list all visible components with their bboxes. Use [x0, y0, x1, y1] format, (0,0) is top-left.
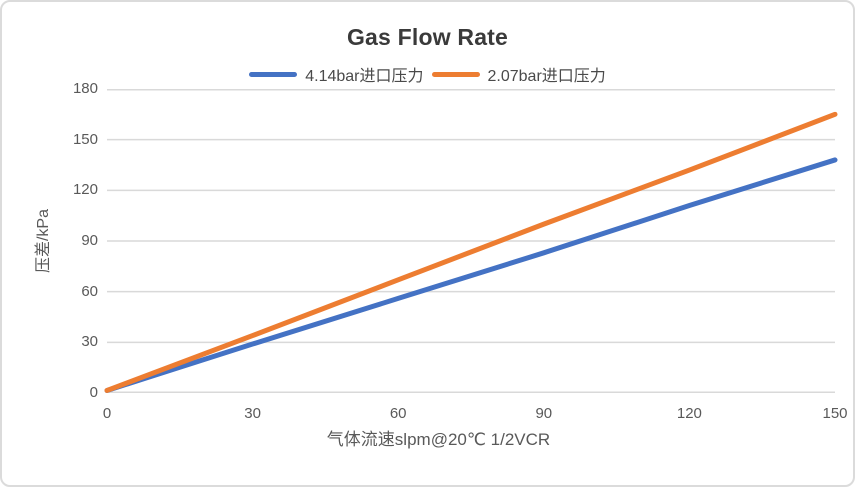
x-tick-label: 30	[244, 405, 261, 422]
y-tick-label: 90	[81, 232, 98, 249]
legend: 4.14bar进口压力 2.07bar进口压力	[2, 62, 853, 86]
x-tick-label: 0	[102, 405, 112, 422]
series-line-1	[104, 157, 838, 393]
chart-title: Gas Flow Rate	[346, 24, 509, 50]
x-tick-label: 60	[389, 405, 407, 422]
x-tick-label: 90	[535, 405, 553, 422]
x-axis-title: 气体流速slpm@20℃ 1/2VCR	[326, 430, 551, 449]
y-tick-label: 30	[81, 333, 98, 351]
y-tick-label: 0	[89, 384, 98, 401]
legend-label-series-2: 2.07bar进口压力	[487, 68, 606, 85]
plot-area	[104, 89, 838, 393]
x-tick-label: 120	[676, 405, 702, 422]
legend-item-series-2: 2.07bar进口压力	[430, 62, 608, 86]
legend-line-swatch-orange	[431, 71, 480, 77]
y-tick-label: 60	[81, 282, 98, 300]
legend-label-series-1: 4.14bar进口压力	[305, 68, 424, 85]
legend-item-series-1: 4.14bar进口压力	[247, 62, 425, 86]
y-tick-label: 120	[72, 181, 98, 199]
x-tick-label: 150	[822, 405, 848, 422]
series-line-2	[104, 111, 838, 393]
y-tick-label: 150	[72, 130, 98, 148]
y-tick-label: 180	[72, 80, 98, 97]
legend-line-swatch-blue	[249, 71, 298, 77]
